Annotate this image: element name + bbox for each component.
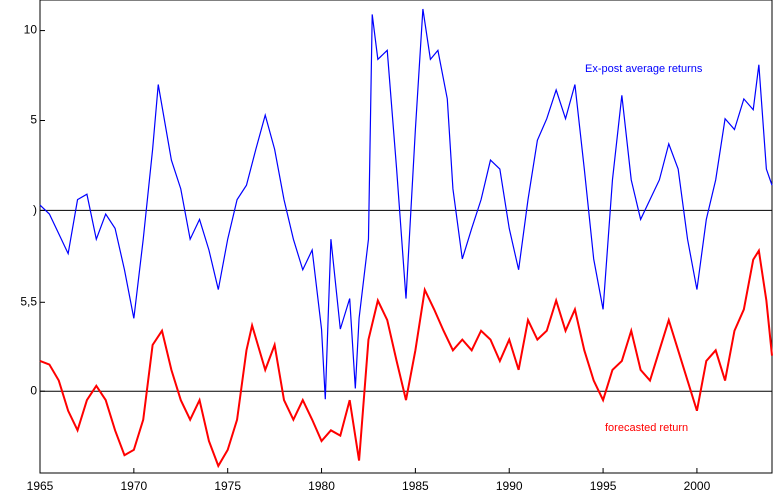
series-line: [39, 8, 773, 400]
x-tick-label: 1970: [120, 479, 147, 493]
x-tick-label: 1965: [27, 479, 54, 493]
series-line: [39, 247, 773, 469]
x-tick-label: 1985: [402, 479, 429, 493]
x-tick-label: 1975: [214, 479, 241, 493]
y-tick-label: ): [33, 203, 37, 217]
y-tick-label: 5: [30, 113, 37, 127]
x-tick-label: 1995: [590, 479, 617, 493]
y-tick-label: 5,5: [20, 294, 37, 308]
x-tick-label: 1980: [308, 479, 335, 493]
y-tick-label: 0: [30, 383, 37, 397]
x-tick-label: 1990: [496, 479, 523, 493]
plot-frame: [39, 0, 773, 474]
series-label: forecasted return: [605, 422, 688, 434]
series-label: Ex-post average returns: [585, 63, 703, 75]
y-tick-label: 10: [24, 23, 38, 37]
x-tick-label: 2000: [684, 479, 711, 493]
